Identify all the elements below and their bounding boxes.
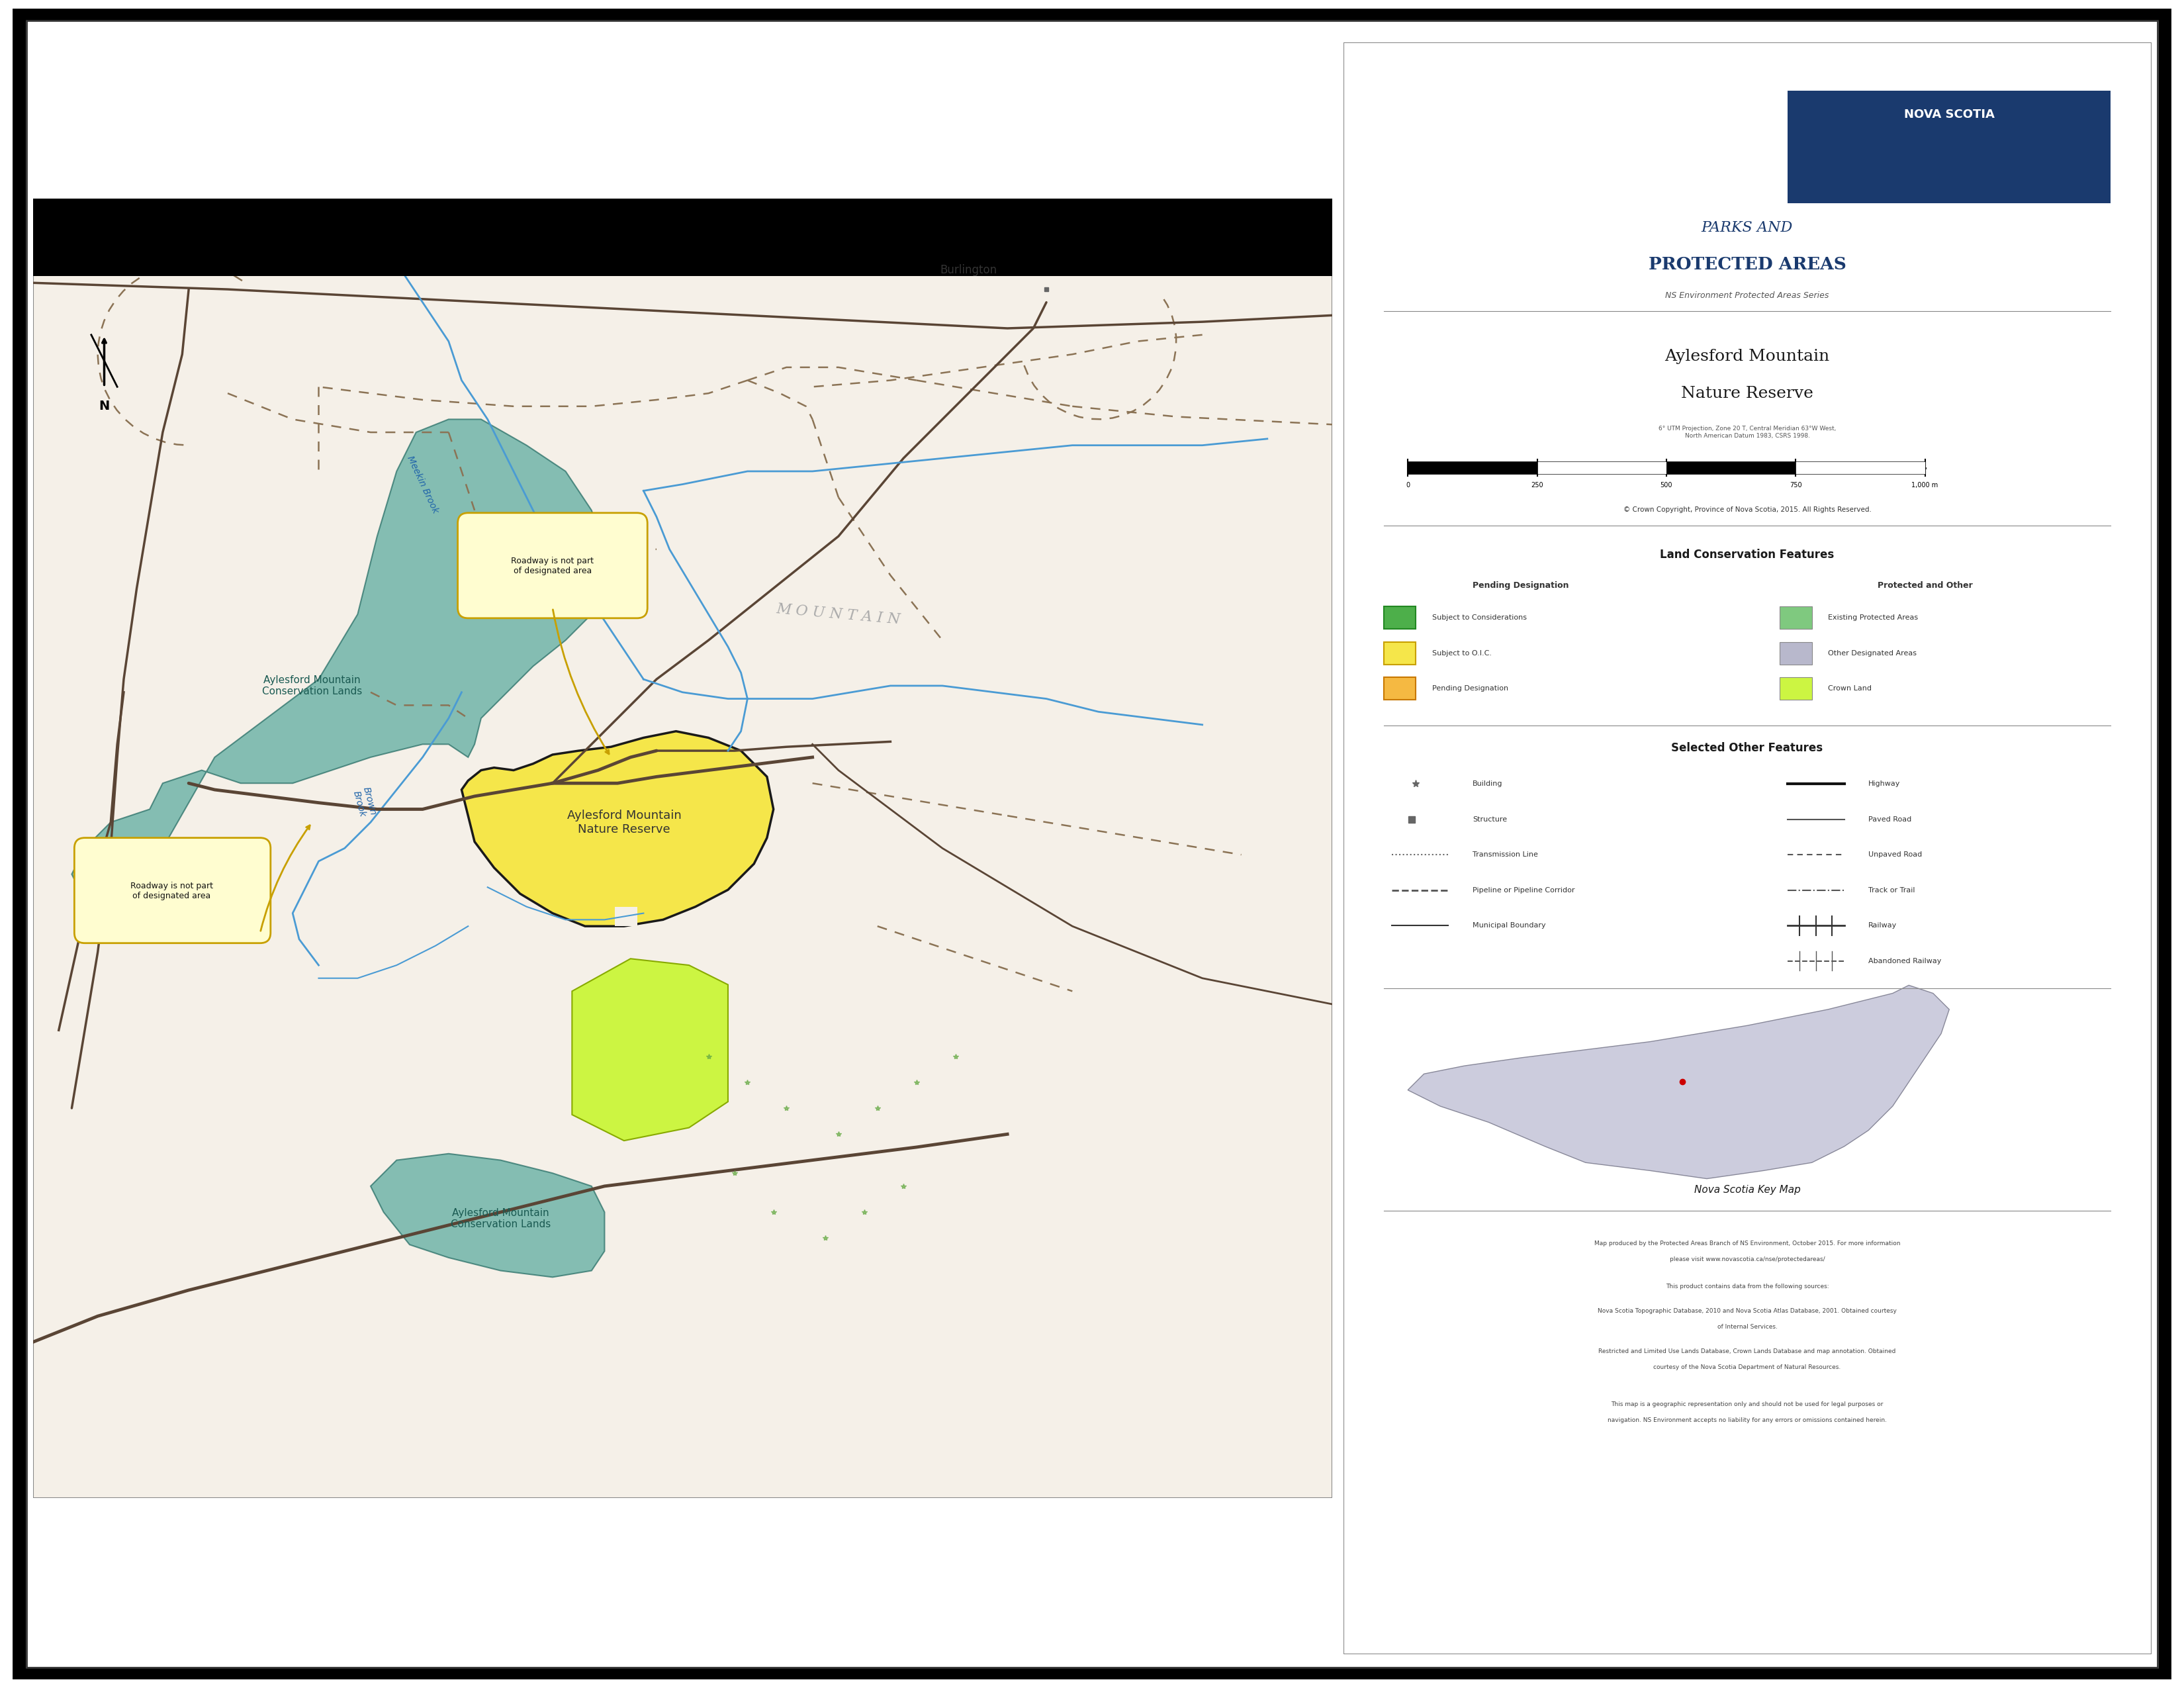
- Polygon shape: [572, 959, 727, 1141]
- Text: Land Conservation Features: Land Conservation Features: [1660, 549, 1835, 560]
- Text: Structure: Structure: [1472, 815, 1507, 822]
- Text: 250: 250: [1531, 481, 1544, 488]
- Text: M O U N T A I N: M O U N T A I N: [775, 601, 902, 626]
- FancyBboxPatch shape: [459, 513, 646, 618]
- Bar: [1780, 677, 1813, 701]
- Text: Building: Building: [1472, 780, 1503, 787]
- Text: Map produced by the Protected Areas Branch of NS Environment, October 2015. For : Map produced by the Protected Areas Bran…: [1594, 1241, 1900, 1246]
- FancyBboxPatch shape: [74, 837, 271, 944]
- Text: of Internal Services.: of Internal Services.: [1717, 1323, 1778, 1330]
- Text: Nature Reserve: Nature Reserve: [1682, 387, 1813, 402]
- Text: 750: 750: [1789, 481, 1802, 488]
- Text: Pending Designation: Pending Designation: [1433, 685, 1509, 692]
- Text: Subject to O.I.C.: Subject to O.I.C.: [1433, 650, 1492, 657]
- Text: Existing Protected Areas: Existing Protected Areas: [1828, 614, 1918, 621]
- Text: courtesy of the Nova Scotia Department of Natural Resources.: courtesy of the Nova Scotia Department o…: [1653, 1364, 1841, 1371]
- Bar: [1795, 461, 1924, 474]
- Text: 1,000 m: 1,000 m: [1911, 481, 1937, 488]
- Text: N O R T H: N O R T H: [124, 868, 201, 881]
- Text: 0: 0: [1406, 481, 1411, 488]
- Text: Aylesford Mountain: Aylesford Mountain: [1664, 349, 1830, 365]
- Text: Highway: Highway: [1870, 780, 1900, 787]
- Text: Aylesford Mountain
Conservation Lands: Aylesford Mountain Conservation Lands: [450, 1209, 550, 1229]
- Text: Nova Scotia Key Map: Nova Scotia Key Map: [1695, 1185, 1800, 1195]
- Text: Transmission Line: Transmission Line: [1472, 851, 1538, 858]
- Bar: [1780, 606, 1813, 630]
- Bar: [33, 199, 1332, 277]
- Text: Roadway is not part
of designated area: Roadway is not part of designated area: [511, 557, 594, 576]
- Text: Nova Scotia Topographic Database, 2010 and Nova Scotia Atlas Database, 2001. Obt: Nova Scotia Topographic Database, 2010 a…: [1599, 1308, 1896, 1313]
- Text: This product contains data from the following sources:: This product contains data from the foll…: [1666, 1283, 1828, 1290]
- Text: Municipal Boundary: Municipal Boundary: [1472, 922, 1546, 928]
- Text: navigation. NS Environment accepts no liability for any errors or omissions cont: navigation. NS Environment accepts no li…: [1607, 1418, 1887, 1423]
- Text: This map is a geographic representation only and should not be used for legal pu: This map is a geographic representation …: [1612, 1401, 1883, 1408]
- Text: Paved Road: Paved Road: [1870, 815, 1911, 822]
- Polygon shape: [1409, 986, 1948, 1178]
- Bar: [1787, 91, 2112, 204]
- Text: Burlington: Burlington: [939, 263, 996, 275]
- Text: Aylesford Mountain
Conservation Lands: Aylesford Mountain Conservation Lands: [262, 675, 363, 697]
- Text: NS Environment Protected Areas Series: NS Environment Protected Areas Series: [1666, 290, 1828, 299]
- Bar: [1385, 606, 1415, 630]
- Bar: [1385, 677, 1415, 701]
- Text: Aylesford Mountain
Nature Reserve: Aylesford Mountain Nature Reserve: [568, 809, 681, 836]
- Polygon shape: [616, 906, 638, 927]
- Text: Brown
Brook: Brown Brook: [352, 787, 378, 819]
- Polygon shape: [461, 731, 773, 927]
- Polygon shape: [371, 1153, 605, 1278]
- Text: Selected Other Features: Selected Other Features: [1671, 743, 1824, 755]
- Text: Subject to Considerations: Subject to Considerations: [1433, 614, 1527, 621]
- Text: PARKS AND: PARKS AND: [1701, 221, 1793, 235]
- Text: Roadway is not part
of designated area: Roadway is not part of designated area: [131, 881, 214, 900]
- Text: 6° UTM Projection, Zone 20 T, Central Meridian 63°W West,
North American Datum 1: 6° UTM Projection, Zone 20 T, Central Me…: [1658, 425, 1837, 439]
- Text: Pipeline or Pipeline Corridor: Pipeline or Pipeline Corridor: [1472, 886, 1575, 893]
- Text: Meekin Brook: Meekin Brook: [406, 454, 439, 515]
- Text: Abandoned Railway: Abandoned Railway: [1870, 957, 1942, 964]
- Bar: [1409, 461, 1538, 474]
- Text: Other Designated Areas: Other Designated Areas: [1828, 650, 1918, 657]
- Text: Crown Land: Crown Land: [1828, 685, 1872, 692]
- Text: NOVA SCOTIA: NOVA SCOTIA: [1904, 108, 1994, 122]
- Text: N: N: [98, 400, 109, 412]
- Text: please visit www.novascotia.ca/nse/protectedareas/: please visit www.novascotia.ca/nse/prote…: [1669, 1256, 1826, 1263]
- Polygon shape: [72, 419, 605, 900]
- Text: PROTECTED AREAS: PROTECTED AREAS: [1649, 257, 1845, 273]
- Text: Pending Designation: Pending Designation: [1472, 581, 1568, 589]
- Text: Restricted and Limited Use Lands Database, Crown Lands Database and map annotati: Restricted and Limited Use Lands Databas…: [1599, 1349, 1896, 1354]
- Text: Track or Trail: Track or Trail: [1870, 886, 1915, 893]
- Bar: [1385, 641, 1415, 665]
- Text: Unpaved Road: Unpaved Road: [1870, 851, 1922, 858]
- Text: © Crown Copyright, Province of Nova Scotia, 2015. All Rights Reserved.: © Crown Copyright, Province of Nova Scot…: [1623, 506, 1872, 513]
- Bar: [1538, 461, 1666, 474]
- Bar: [1666, 461, 1795, 474]
- Text: Protected and Other: Protected and Other: [1878, 581, 1972, 589]
- Bar: [1780, 641, 1813, 665]
- Text: 500: 500: [1660, 481, 1673, 488]
- Text: Railway: Railway: [1870, 922, 1898, 928]
